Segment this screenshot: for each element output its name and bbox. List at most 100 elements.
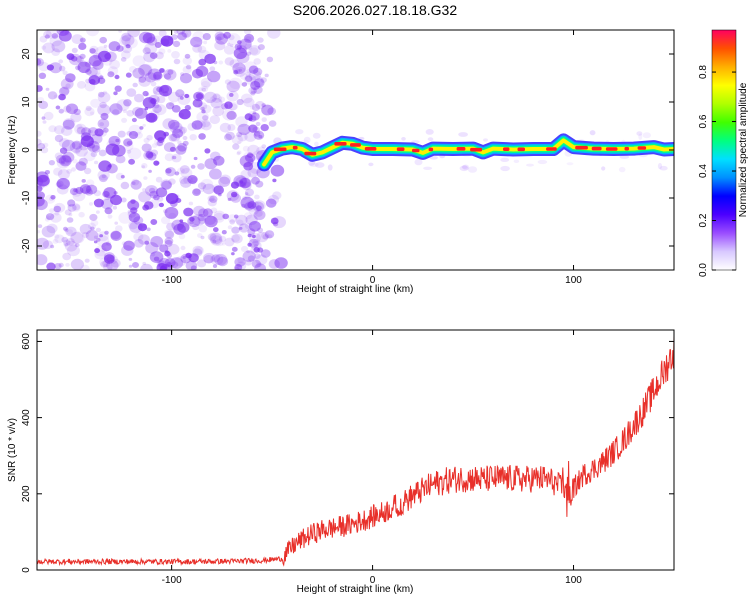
snr-series-line	[37, 336, 674, 567]
noise-blob	[66, 245, 80, 257]
noise-blob	[72, 203, 81, 211]
noise-blob	[209, 232, 223, 245]
noise-blob	[171, 105, 181, 113]
noise-blob	[115, 172, 125, 180]
faint-noise-blob	[427, 137, 434, 141]
noise-blob	[198, 49, 211, 60]
noise-blob	[55, 154, 66, 164]
noise-blob	[212, 106, 224, 117]
noise-blob	[164, 206, 179, 219]
noise-blob	[252, 111, 257, 115]
noise-blob	[106, 140, 116, 149]
noise-blob	[67, 204, 71, 208]
noise-blob	[128, 158, 136, 165]
noise-blob	[210, 98, 223, 109]
noise-blob	[142, 90, 149, 97]
noise-blob	[192, 223, 200, 231]
noise-blob	[215, 238, 224, 247]
noise-blob	[201, 85, 209, 93]
noise-blob	[65, 103, 79, 115]
noise-blob	[250, 80, 261, 90]
noise-blob	[88, 55, 102, 67]
noise-blob	[226, 110, 237, 120]
noise-blob	[72, 190, 86, 202]
noise-blob	[164, 237, 174, 245]
noise-blob	[114, 85, 122, 92]
noise-blob	[248, 115, 257, 122]
noise-blob	[174, 30, 179, 34]
noise-blob	[158, 202, 164, 208]
noise-blob	[244, 131, 257, 142]
noise-blob	[219, 122, 231, 133]
noise-blob	[50, 244, 55, 249]
noise-blob	[261, 117, 267, 122]
noise-blob	[153, 74, 162, 82]
noise-blob	[236, 219, 244, 226]
noise-blob	[103, 252, 115, 262]
noise-blob	[94, 160, 99, 165]
noise-blob	[75, 55, 84, 63]
noise-blob	[58, 108, 64, 114]
noise-blob	[170, 261, 179, 269]
spectrogram-y-tick-label: -20	[21, 238, 32, 253]
noise-blob	[257, 227, 264, 233]
noise-blob	[244, 212, 252, 220]
noise-blob	[89, 78, 96, 85]
noise-blob	[128, 221, 138, 230]
noise-blob	[150, 81, 157, 87]
noise-blob	[231, 246, 238, 252]
noise-blob	[261, 144, 267, 149]
noise-blob	[246, 51, 252, 56]
noise-blob	[130, 179, 142, 190]
noise-blob	[115, 138, 120, 143]
noise-blob	[268, 120, 277, 127]
noise-blob	[142, 188, 147, 192]
ridge-peak	[334, 142, 347, 146]
faint-noise-blob	[642, 132, 651, 139]
noise-blob	[201, 119, 211, 128]
noise-blob	[127, 200, 140, 211]
noise-blob	[79, 223, 92, 235]
ridge-peak	[637, 146, 647, 150]
noise-blob	[164, 230, 175, 239]
noise-blob	[231, 134, 243, 145]
noise-blob	[65, 226, 77, 237]
faint-noise-blob	[513, 159, 520, 163]
noise-blob	[229, 92, 234, 97]
noise-blob	[148, 114, 158, 122]
noise-blob	[251, 103, 260, 111]
noise-blob	[83, 167, 92, 175]
noise-blob	[100, 112, 109, 120]
noise-blob	[163, 69, 177, 81]
noise-blob	[192, 31, 205, 42]
noise-blob	[250, 112, 260, 121]
noise-blob	[113, 91, 118, 96]
noise-blob	[122, 141, 134, 151]
faint-noise-blob	[411, 140, 420, 144]
noise-blob	[42, 42, 55, 54]
noise-blob	[182, 135, 188, 141]
noise-blob	[268, 259, 280, 269]
noise-blob	[112, 144, 126, 157]
noise-blob	[88, 127, 99, 136]
noise-blob	[240, 169, 251, 179]
noise-blob	[209, 96, 216, 102]
noise-blob	[98, 91, 105, 98]
noise-blob	[153, 35, 163, 44]
noise-blob	[179, 96, 184, 100]
noise-blob	[66, 217, 74, 223]
noise-blob	[213, 210, 225, 221]
noise-blob	[153, 256, 160, 262]
colorbar-ticks: 0.0 0.2 0.4 0.6 0.8	[698, 65, 736, 277]
noise-blob	[97, 118, 110, 129]
noise-blob	[150, 219, 158, 225]
spectrogram-x-tick-label: 0	[370, 275, 376, 286]
noise-blob	[218, 60, 224, 65]
noise-blob	[128, 131, 139, 139]
noise-blob	[90, 111, 95, 116]
noise-blob	[168, 119, 180, 130]
noise-blob	[207, 195, 215, 202]
noise-blob	[237, 40, 242, 45]
noise-blob	[203, 254, 214, 264]
noise-blob	[139, 63, 153, 76]
